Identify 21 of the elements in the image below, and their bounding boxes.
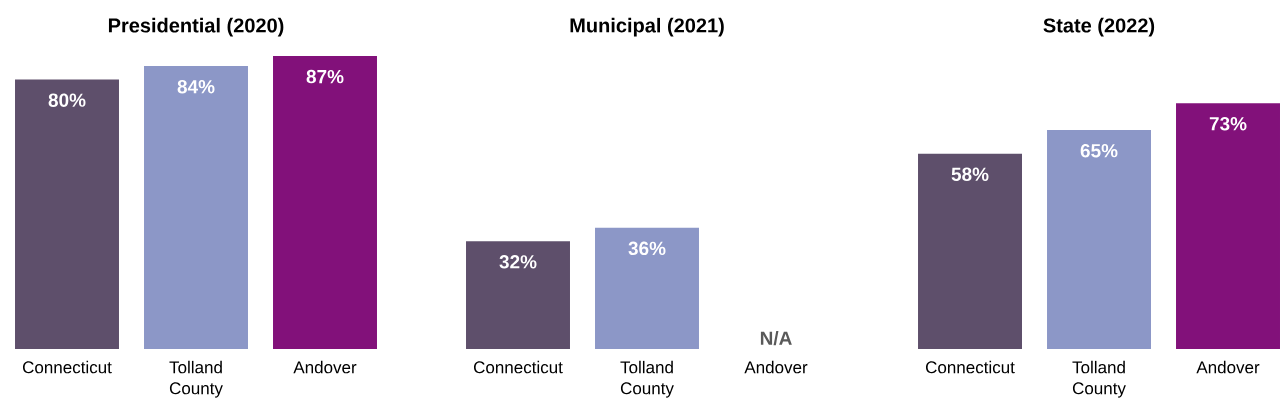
chart-title: Presidential (2020) [108, 17, 284, 37]
x-tick-label: Connecticut [925, 360, 1015, 374]
x-tick-label: Connecticut [473, 360, 563, 374]
data-label: 36% [628, 241, 666, 256]
data-label: 32% [499, 255, 537, 269]
x-tick-label: Andover [744, 360, 808, 374]
text: N/A [760, 330, 792, 346]
data-label: 80% [48, 93, 86, 107]
x-tick-label: Tolland County [1072, 360, 1126, 398]
x-tick-label: Connecticut [22, 360, 112, 374]
data-label: 58% [951, 167, 989, 181]
chart-title: State (2022) [1043, 17, 1155, 37]
x-tick-label: Tolland County [169, 360, 223, 398]
chart-title: Municipal (2021) [570, 17, 724, 37]
data-label: 65% [1080, 143, 1118, 158]
data-label: 84% [177, 79, 215, 94]
data-label: 73% [1209, 117, 1247, 131]
x-tick-label: Tolland County [620, 360, 674, 398]
x-tick-label: Andover [293, 360, 357, 374]
x-tick-label: Andover [1196, 360, 1260, 374]
data-label: 87% [306, 69, 344, 84]
